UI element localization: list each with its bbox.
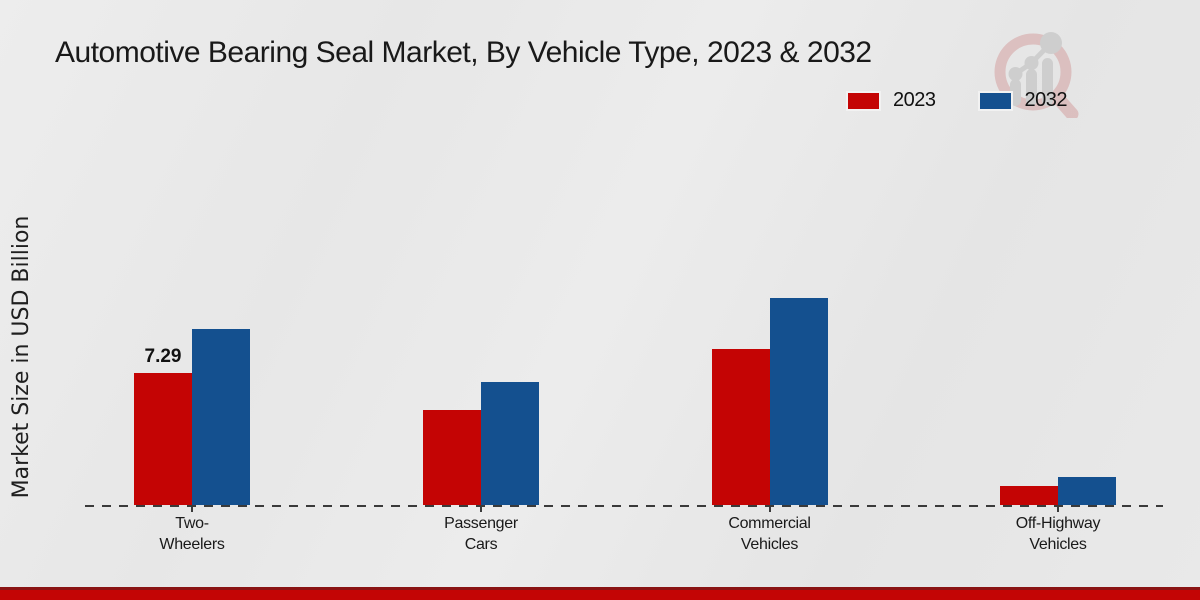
x-axis-baseline	[85, 505, 1163, 507]
legend-item-2023: 2023	[846, 89, 936, 112]
x-axis-tick	[480, 506, 482, 512]
x-axis-tick	[191, 506, 193, 512]
magnifier-bar-chart-logo-icon	[985, 18, 1081, 123]
bar-2032-1	[481, 382, 539, 505]
x-axis-tick	[768, 506, 771, 512]
legend-label-2032: 2032	[1024, 89, 1068, 111]
bar-2023-2	[711, 349, 770, 505]
bar-2023-3	[1000, 486, 1058, 505]
legend: 2023 2032	[846, 89, 1067, 112]
x-tick-label-3: Off-Highway Vehicles	[1015, 515, 1101, 553]
bar-2032-2	[769, 298, 828, 505]
legend-swatch-2032	[977, 90, 1013, 111]
x-tick-label-2: Commercial Vehicles	[728, 515, 811, 553]
bar-2023-0	[134, 373, 192, 505]
x-tick-label-1: Passenger Cars	[444, 515, 518, 553]
x-axis-tick	[1057, 506, 1059, 512]
bar-2023-1	[423, 410, 481, 505]
legend-item-2032: 2032	[977, 89, 1068, 112]
bar-value-label: 7.29	[144, 346, 182, 367]
legend-swatch-2023	[846, 90, 881, 111]
legend-label-2023: 2023	[893, 89, 936, 111]
bar-2032-3	[1058, 477, 1116, 505]
x-tick-label-0: Two- Wheelers	[159, 515, 225, 553]
footer-red-stripe	[0, 587, 1200, 600]
chart-title: Automotive Bearing Seal Market, By Vehic…	[55, 36, 872, 69]
bar-2032-0	[192, 329, 250, 505]
